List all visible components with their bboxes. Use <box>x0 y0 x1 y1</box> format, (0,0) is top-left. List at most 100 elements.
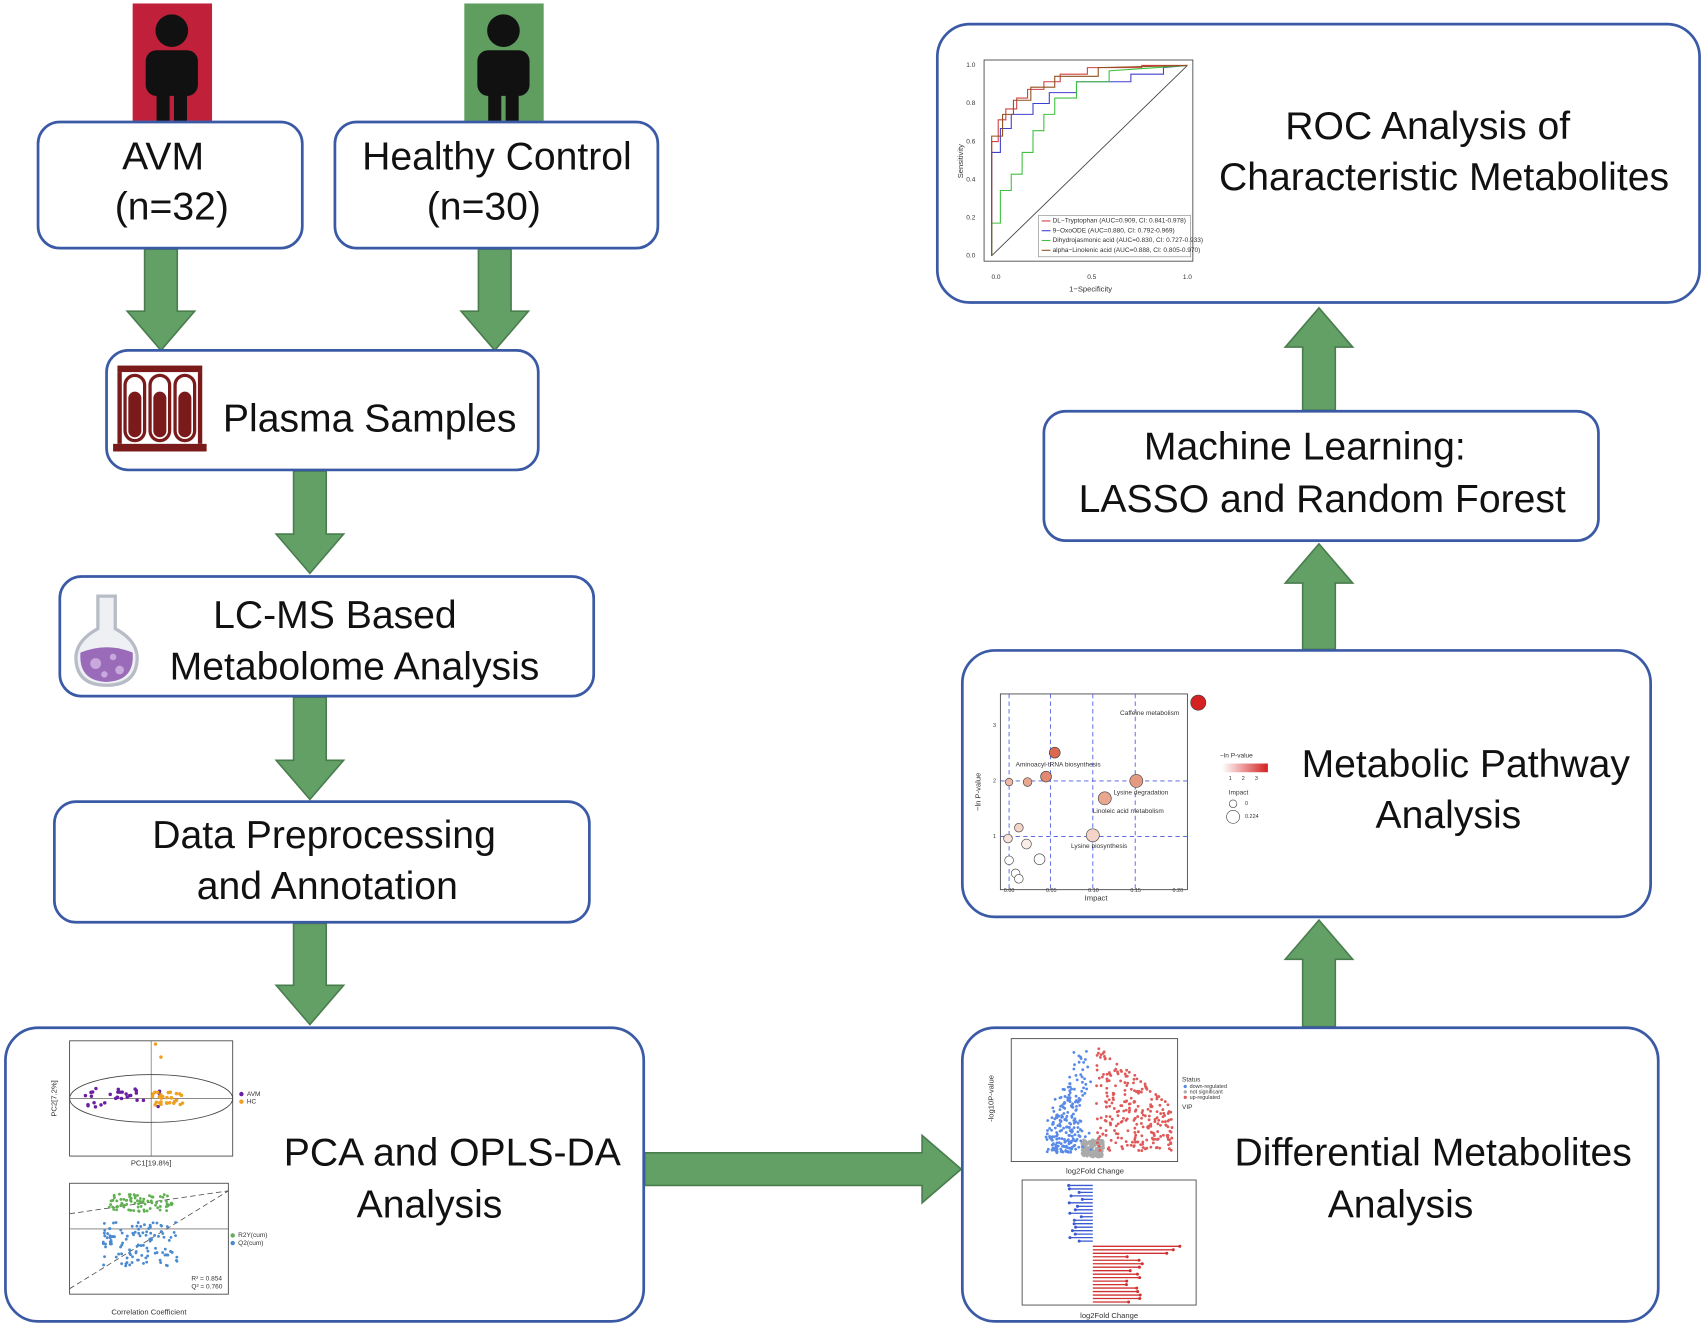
dot <box>165 1199 168 1203</box>
dot <box>1099 1053 1103 1057</box>
dot <box>104 1242 107 1246</box>
dot <box>1080 1152 1084 1156</box>
dot <box>119 1096 124 1101</box>
dot <box>1072 1126 1076 1130</box>
dot <box>162 1235 166 1239</box>
dot <box>1068 1146 1072 1150</box>
dot <box>1151 1141 1155 1145</box>
dot <box>1065 1115 1069 1118</box>
pathway-label: Lysine degradation <box>1113 790 1168 797</box>
dot <box>1097 1151 1101 1155</box>
dot <box>1159 1123 1162 1127</box>
bar-dot <box>1075 1204 1080 1208</box>
dot <box>1125 1068 1129 1072</box>
dot <box>1088 1139 1092 1143</box>
dot <box>1126 1081 1130 1085</box>
dot <box>1169 1117 1173 1121</box>
dot <box>1105 1091 1109 1095</box>
bar-dot <box>1068 1236 1072 1240</box>
dot <box>1083 1077 1086 1081</box>
tick-label: 0.4 <box>966 176 975 183</box>
dot <box>1073 1063 1076 1067</box>
dot <box>1153 1117 1157 1121</box>
dot <box>1066 1085 1070 1089</box>
dot <box>1099 1116 1103 1120</box>
dot <box>1085 1146 1089 1150</box>
dot <box>134 1088 139 1093</box>
dot <box>1124 1108 1128 1112</box>
pca-dots <box>83 1042 185 1109</box>
dot <box>155 1221 159 1225</box>
dot <box>151 1221 155 1225</box>
dot <box>175 1259 179 1263</box>
dot <box>1122 1109 1126 1113</box>
dot <box>1052 1135 1056 1139</box>
dot <box>115 1208 118 1212</box>
dot <box>1070 1139 1073 1143</box>
dot <box>1132 1100 1136 1103</box>
dot <box>1068 1082 1072 1086</box>
dot <box>169 1096 174 1100</box>
legend-text: alpha−Linolenic acid (AUC=0.888, CI: 0.8… <box>1053 247 1201 254</box>
box-text: Analysis <box>1376 794 1522 837</box>
dot <box>1140 1116 1144 1120</box>
dot <box>1058 1108 1062 1112</box>
dot <box>112 1196 116 1200</box>
dot <box>1089 1080 1092 1084</box>
bar-dot <box>1069 1194 1073 1198</box>
dot <box>1059 1150 1063 1154</box>
dot <box>1080 1089 1084 1093</box>
dot <box>1124 1074 1128 1078</box>
dot <box>174 1221 178 1224</box>
dot <box>1046 1129 1049 1132</box>
dot <box>1135 1122 1139 1126</box>
box-text: (n=32) <box>115 185 229 228</box>
axis-label: 1−Specificity <box>1069 284 1112 293</box>
dot <box>1154 1093 1158 1096</box>
dot <box>1100 1141 1104 1145</box>
dot <box>1097 1154 1101 1158</box>
tube-rack-icon <box>113 365 207 452</box>
dot <box>128 1193 132 1197</box>
dot <box>1101 1051 1105 1055</box>
dot <box>1064 1131 1068 1135</box>
box-text: Differential Metabolites <box>1235 1131 1632 1174</box>
box-text: and Annotation <box>197 865 458 908</box>
dot <box>142 1243 145 1247</box>
dot <box>142 1262 145 1265</box>
axis-label: −ln P-value <box>974 773 983 811</box>
bar-dot <box>1128 1269 1132 1273</box>
dot <box>1056 1124 1060 1128</box>
box-text: Data Preprocessing <box>152 814 496 857</box>
dot <box>1083 1141 1087 1145</box>
dot <box>1108 1115 1112 1119</box>
dot <box>1084 1150 1088 1154</box>
dot <box>1156 1130 1160 1133</box>
dot <box>1086 1141 1090 1145</box>
dot <box>119 1204 123 1207</box>
dot <box>1141 1125 1145 1129</box>
dot <box>165 1225 169 1228</box>
dot <box>1095 1068 1099 1072</box>
dot <box>1109 1123 1112 1127</box>
dot <box>1077 1060 1081 1064</box>
dot <box>1163 1114 1167 1117</box>
dot <box>1116 1136 1120 1140</box>
dot <box>1063 1140 1067 1144</box>
dot <box>1070 1104 1074 1108</box>
dot <box>1135 1089 1139 1093</box>
legend-text: HC <box>247 1098 257 1105</box>
dot <box>1123 1072 1127 1076</box>
tick-label: 1.0 <box>966 62 975 69</box>
dot <box>1069 1122 1073 1126</box>
legend-text: AVM <box>247 1091 261 1098</box>
dot <box>148 1194 151 1198</box>
dot <box>1078 1099 1081 1103</box>
dot <box>1048 1126 1052 1130</box>
dot <box>1161 1108 1165 1111</box>
pathway-label: Aminoacyl-tRNA biosynthesis <box>1016 761 1102 768</box>
dot <box>180 1101 185 1105</box>
legend-text: up-regulated <box>1190 1095 1220 1101</box>
dot <box>1093 1151 1097 1155</box>
opls-inset: Correlation Coefficient R2Y(cum) Q2(cum)… <box>69 1182 267 1317</box>
